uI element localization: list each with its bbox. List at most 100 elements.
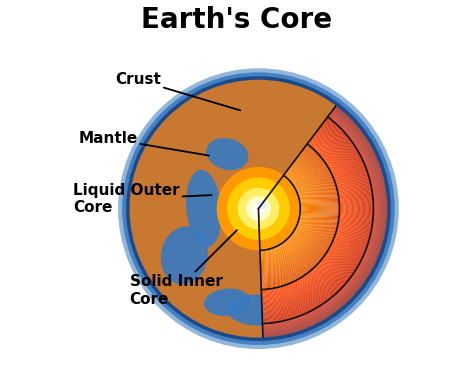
Polygon shape (262, 125, 363, 314)
Polygon shape (263, 113, 379, 329)
Polygon shape (261, 142, 342, 292)
Polygon shape (262, 126, 362, 312)
Polygon shape (263, 107, 386, 336)
Polygon shape (260, 170, 306, 256)
Polygon shape (262, 134, 352, 302)
Polygon shape (261, 145, 337, 288)
Polygon shape (263, 113, 378, 328)
Polygon shape (262, 126, 363, 312)
Polygon shape (261, 148, 335, 285)
Polygon shape (262, 130, 356, 307)
Polygon shape (262, 136, 349, 299)
Polygon shape (263, 110, 383, 333)
Polygon shape (260, 164, 314, 264)
Polygon shape (260, 162, 317, 267)
Polygon shape (263, 108, 384, 334)
Polygon shape (262, 120, 370, 320)
Polygon shape (263, 106, 386, 337)
Polygon shape (260, 166, 312, 262)
Polygon shape (260, 165, 313, 263)
Polygon shape (262, 139, 346, 296)
Polygon shape (260, 170, 307, 257)
Text: Crust: Crust (115, 73, 240, 110)
Polygon shape (262, 135, 350, 301)
Polygon shape (262, 140, 345, 295)
Polygon shape (261, 153, 328, 278)
Polygon shape (261, 158, 322, 272)
Polygon shape (263, 114, 377, 327)
Polygon shape (261, 140, 344, 294)
Polygon shape (263, 109, 383, 333)
Polygon shape (263, 104, 389, 339)
Polygon shape (263, 115, 375, 326)
Polygon shape (258, 104, 389, 339)
Polygon shape (263, 112, 380, 330)
Polygon shape (263, 106, 388, 338)
Polygon shape (263, 106, 387, 337)
Polygon shape (261, 160, 320, 270)
Text: Liquid Outer
Core: Liquid Outer Core (73, 183, 211, 215)
Ellipse shape (218, 207, 245, 226)
Polygon shape (263, 114, 377, 328)
Polygon shape (263, 112, 379, 329)
Polygon shape (262, 124, 365, 315)
Circle shape (252, 202, 264, 215)
Polygon shape (261, 155, 326, 276)
Polygon shape (262, 136, 350, 300)
Polygon shape (261, 143, 340, 291)
Polygon shape (262, 122, 366, 317)
Polygon shape (261, 156, 325, 275)
Polygon shape (260, 172, 304, 254)
Polygon shape (260, 163, 316, 266)
Ellipse shape (186, 170, 222, 248)
Polygon shape (262, 123, 366, 316)
Polygon shape (262, 133, 354, 304)
Polygon shape (261, 141, 343, 293)
Text: Solid Inner
Core: Solid Inner Core (130, 230, 237, 307)
Polygon shape (262, 122, 367, 317)
Polygon shape (263, 117, 374, 324)
Ellipse shape (161, 226, 208, 285)
Polygon shape (261, 161, 318, 268)
Polygon shape (260, 169, 308, 258)
Polygon shape (263, 111, 381, 331)
Text: Mantle: Mantle (78, 131, 209, 156)
Polygon shape (263, 110, 382, 332)
Circle shape (258, 200, 267, 209)
Ellipse shape (300, 220, 319, 236)
Polygon shape (263, 105, 388, 338)
Polygon shape (263, 116, 374, 324)
Polygon shape (263, 108, 385, 335)
Polygon shape (262, 133, 353, 303)
Polygon shape (262, 135, 351, 301)
Polygon shape (261, 157, 323, 273)
Polygon shape (263, 115, 376, 326)
Polygon shape (261, 145, 338, 289)
Text: Earth's Core: Earth's Core (141, 6, 333, 34)
Ellipse shape (204, 289, 251, 316)
Polygon shape (262, 121, 368, 319)
Polygon shape (261, 149, 333, 283)
Polygon shape (263, 118, 372, 322)
Ellipse shape (227, 294, 290, 326)
Polygon shape (261, 160, 319, 269)
Polygon shape (260, 167, 311, 261)
Polygon shape (263, 105, 388, 339)
Polygon shape (263, 105, 389, 339)
Circle shape (237, 188, 279, 230)
Polygon shape (260, 168, 309, 259)
Polygon shape (261, 143, 341, 291)
Polygon shape (261, 154, 327, 277)
Polygon shape (262, 132, 355, 305)
Polygon shape (262, 120, 369, 319)
Polygon shape (262, 130, 357, 307)
Polygon shape (263, 111, 381, 332)
Polygon shape (261, 152, 329, 280)
Polygon shape (263, 111, 381, 331)
Polygon shape (263, 112, 380, 330)
Polygon shape (263, 114, 376, 327)
Polygon shape (260, 167, 310, 260)
Polygon shape (260, 173, 303, 254)
Polygon shape (261, 156, 324, 274)
Polygon shape (263, 112, 379, 330)
